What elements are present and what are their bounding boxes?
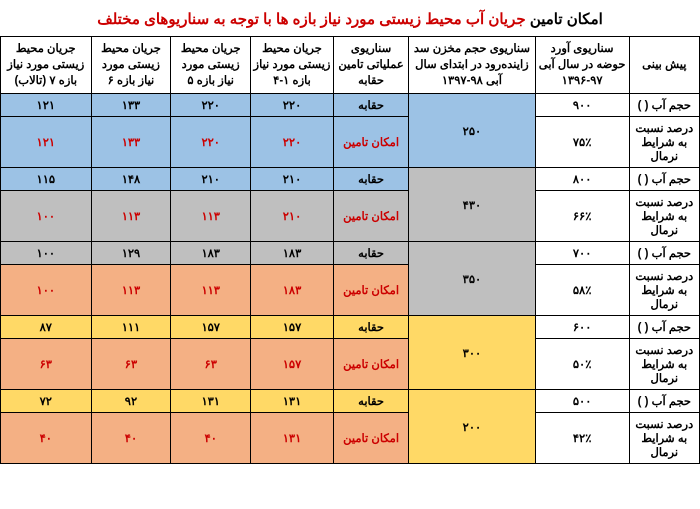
- table-row: درصد نسبت به شرایط نرمال۵۰٪ امکان تامین۱۵…: [1, 339, 700, 390]
- storage-val: ۲۰۰: [409, 390, 535, 464]
- header-row: پیش بینی سناریوی آورد حوضه در سال آبی ۹۷…: [1, 37, 700, 94]
- row-label: حجم آب ( ): [629, 390, 699, 413]
- flow-val: ۱۳۱: [251, 413, 334, 464]
- row-label: درصد نسبت به شرایط نرمال: [629, 339, 699, 390]
- title-black: امکان تامین: [526, 11, 603, 28]
- h-forecast: پیش بینی: [629, 37, 699, 94]
- flow-val: ۲۲۰: [251, 117, 334, 168]
- pct-val: ۷۵٪: [535, 117, 629, 168]
- flow-val: ۱۰۰: [1, 242, 92, 265]
- row-label: حجم آب ( ): [629, 168, 699, 191]
- scenario-table: پیش بینی سناریوی آورد حوضه در سال آبی ۹۷…: [0, 36, 700, 464]
- op-val: حقابه: [333, 94, 408, 117]
- flow-val: ۱۸۳: [171, 242, 251, 265]
- flow-val: ۲۱۰: [171, 168, 251, 191]
- storage-val: ۳۵۰: [409, 242, 535, 316]
- flow-val: ۱۱۵: [1, 168, 92, 191]
- flow-val: ۱۱۳: [91, 265, 171, 316]
- row-label: حجم آب ( ): [629, 316, 699, 339]
- flow-val: ۹۲: [91, 390, 171, 413]
- flow-val: ۱۳۳: [91, 117, 171, 168]
- table-row: درصد نسبت به شرایط نرمال۶۶٪ امکان تامین۲۱…: [1, 191, 700, 242]
- flow-val: ۷۲: [1, 390, 92, 413]
- flow-val: ۲۲۰: [171, 117, 251, 168]
- row-label: درصد نسبت به شرایط نرمال: [629, 191, 699, 242]
- flow-val: ۲۲۰: [171, 94, 251, 117]
- table-row: حجم آب ( )۵۰۰۲۰۰حقابه۱۳۱۱۳۱۹۲۷۲: [1, 390, 700, 413]
- flow-val: ۱۳۳: [91, 94, 171, 117]
- flow-val: ۶۳: [91, 339, 171, 390]
- h-b7: جریان محیط زیستی مورد نیاز بازه ۷ (تالاب…: [1, 37, 92, 94]
- row-label: حجم آب ( ): [629, 242, 699, 265]
- flow-val: ۱۳۱: [251, 390, 334, 413]
- flow-val: ۶۳: [1, 339, 92, 390]
- flow-val: ۱۴۸: [91, 168, 171, 191]
- table-row: درصد نسبت به شرایط نرمال۴۲٪ امکان تامین۱۳…: [1, 413, 700, 464]
- op-val: امکان تامین: [333, 117, 408, 168]
- flow-val: ۲۱۰: [251, 168, 334, 191]
- pct-val: ۵۸٪: [535, 265, 629, 316]
- flow-val: ۸۷: [1, 316, 92, 339]
- flow-val: ۱۵۷: [251, 316, 334, 339]
- table-row: حجم آب ( )۶۰۰۳۰۰حقابه۱۵۷۱۵۷۱۱۱۸۷: [1, 316, 700, 339]
- table-row: درصد نسبت به شرایط نرمال۵۸٪ امکان تامین۱۸…: [1, 265, 700, 316]
- op-val: امکان تامین: [333, 413, 408, 464]
- inflow-val: ۵۰۰: [535, 390, 629, 413]
- flow-val: ۱۱۳: [171, 265, 251, 316]
- flow-val: ۱۱۳: [171, 191, 251, 242]
- h-b14: جریان محیط زیستی مورد نیاز بازه ۱-۴: [251, 37, 334, 94]
- h-b5: جریان محیط زیستی مورد نیاز بازه ۵: [171, 37, 251, 94]
- h-op: سناریوی عملیاتی تامین حقابه: [333, 37, 408, 94]
- flow-val: ۱۵۷: [251, 339, 334, 390]
- op-val: حقابه: [333, 168, 408, 191]
- row-label: درصد نسبت به شرایط نرمال: [629, 265, 699, 316]
- op-val: حقابه: [333, 390, 408, 413]
- flow-val: ۱۱۳: [91, 191, 171, 242]
- table-row: حجم آب ( )۷۰۰۳۵۰حقابه۱۸۳۱۸۳۱۲۹۱۰۰: [1, 242, 700, 265]
- storage-val: ۳۰۰: [409, 316, 535, 390]
- flow-val: ۴۰: [1, 413, 92, 464]
- table-row: درصد نسبت به شرایط نرمال۷۵٪امکان تامین۲۲…: [1, 117, 700, 168]
- op-val: امکان تامین: [333, 191, 408, 242]
- pct-val: ۶۶٪: [535, 191, 629, 242]
- op-val: حقابه: [333, 242, 408, 265]
- inflow-val: ۹۰۰: [535, 94, 629, 117]
- op-val: امکان تامین: [333, 265, 408, 316]
- pct-val: ۵۰٪: [535, 339, 629, 390]
- page-title: امکان تامین جریان آب محیط زیستی مورد نیا…: [0, 0, 700, 36]
- storage-val: ۴۳۰: [409, 168, 535, 242]
- flow-val: ۶۳: [171, 339, 251, 390]
- row-label: حجم آب ( ): [629, 94, 699, 117]
- row-label: درصد نسبت به شرایط نرمال: [629, 413, 699, 464]
- op-val: امکان تامین: [333, 339, 408, 390]
- flow-val: ۱۰۰: [1, 265, 92, 316]
- storage-val: ۲۵۰: [409, 94, 535, 168]
- table-row: حجم آب ( )۹۰۰۲۵۰حقابه۲۲۰۲۲۰۱۳۳۱۲۱: [1, 94, 700, 117]
- flow-val: ۲۲۰: [251, 94, 334, 117]
- flow-val: ۴۰: [91, 413, 171, 464]
- flow-val: ۱۰۰: [1, 191, 92, 242]
- op-val: حقابه: [333, 316, 408, 339]
- inflow-val: ۷۰۰: [535, 242, 629, 265]
- flow-val: ۲۱۰: [251, 191, 334, 242]
- flow-val: ۱۲۱: [1, 94, 92, 117]
- flow-val: ۱۱۱: [91, 316, 171, 339]
- title-red: جریان آب محیط زیستی مورد نیاز بازه ها با…: [97, 11, 525, 28]
- inflow-val: ۶۰۰: [535, 316, 629, 339]
- flow-val: ۴۰: [171, 413, 251, 464]
- row-label: درصد نسبت به شرایط نرمال: [629, 117, 699, 168]
- flow-val: ۱۲۱: [1, 117, 92, 168]
- flow-val: ۱۳۱: [171, 390, 251, 413]
- h-b6: جریان محیط زیستی مورد نیاز بازه ۶: [91, 37, 171, 94]
- flow-val: ۱۲۹: [91, 242, 171, 265]
- inflow-val: ۸۰۰: [535, 168, 629, 191]
- flow-val: ۱۸۳: [251, 265, 334, 316]
- h-storage: سناریوی حجم مخزن سد زاینده‌رود در ابتدای…: [409, 37, 535, 94]
- h-inflow: سناریوی آورد حوضه در سال آبی ۹۷-۱۳۹۶: [535, 37, 629, 94]
- flow-val: ۱۵۷: [171, 316, 251, 339]
- pct-val: ۴۲٪: [535, 413, 629, 464]
- table-row: حجم آب ( )۸۰۰۴۳۰حقابه۲۱۰۲۱۰۱۴۸۱۱۵: [1, 168, 700, 191]
- flow-val: ۱۸۳: [251, 242, 334, 265]
